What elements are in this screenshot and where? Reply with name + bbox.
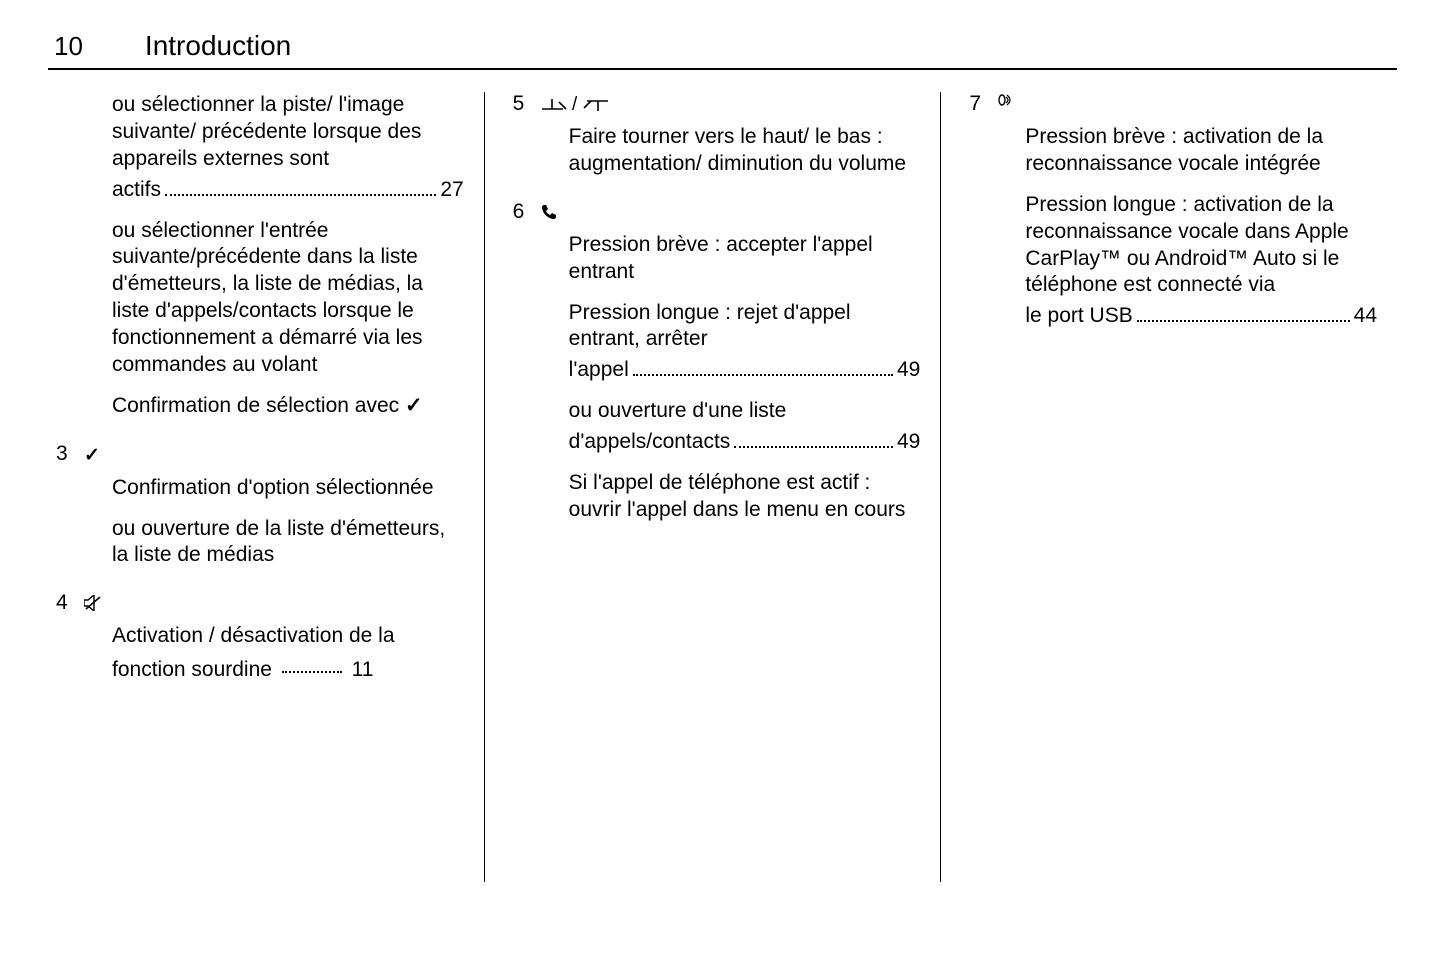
text-paragraph: Pression longue : activation de la recon… xyxy=(1025,192,1377,330)
mute-icon xyxy=(84,591,112,615)
page-ref: 44 xyxy=(1354,303,1377,330)
leader-dots xyxy=(165,173,436,196)
text-paragraph: Activation / désactivation de la fonctio… xyxy=(112,623,464,684)
voice-icon xyxy=(997,92,1025,116)
text-paragraph: Faire tourner vers le haut/ le bas : aug… xyxy=(569,124,921,178)
page-number: 10 xyxy=(54,31,83,62)
leader-dots xyxy=(734,425,893,448)
text-paragraph: Confirmation de sélection avec ✓ xyxy=(112,393,464,420)
page-header: 10 Introduction xyxy=(48,30,1397,70)
icon-separator: / xyxy=(572,94,583,115)
leader-dots xyxy=(633,353,893,376)
leader-dots xyxy=(282,650,342,673)
body-text: ou ouverture d'une liste xyxy=(569,399,787,422)
body-text: Pression longue : activation de la recon… xyxy=(1025,193,1348,297)
item-number: 5 xyxy=(513,92,541,116)
continuation-block: ou sélectionner la piste/ l'image suivan… xyxy=(56,92,464,434)
list-item-7: 7 xyxy=(969,92,1377,116)
text-paragraph: Si l'appel de téléphone est actif : ouvr… xyxy=(569,470,921,524)
body-text: Confirmation de sélection avec xyxy=(112,394,405,417)
list-item-5-body: Faire tourner vers le haut/ le bas : aug… xyxy=(513,124,921,192)
item-number: 7 xyxy=(969,92,997,116)
page-ref: 11 xyxy=(352,658,374,681)
page-ref: 27 xyxy=(440,177,463,204)
text-paragraph: Confirmation d'option sélectionnée xyxy=(112,475,464,502)
page-ref: 49 xyxy=(897,357,920,384)
item-number: 4 xyxy=(56,591,84,615)
leader-text: d'appels/contacts xyxy=(569,429,731,456)
body-text: ou sélectionner la piste/ l'image suivan… xyxy=(112,93,421,170)
list-item-4-body: Activation / désactivation de la fonctio… xyxy=(56,623,464,698)
column-1: ou sélectionner la piste/ l'image suivan… xyxy=(48,92,484,882)
text-paragraph: Pression longue : rejet d'appel entrant,… xyxy=(569,300,921,385)
list-item-6: 6 xyxy=(513,200,921,224)
chapter-title: Introduction xyxy=(145,30,291,62)
column-2: 5 / xyxy=(484,92,941,882)
column-3: 7 Pression brève : activation de la reco… xyxy=(940,92,1397,882)
list-item-3: 3 ✓ xyxy=(56,442,464,467)
list-item-6-body: Pression brève : accepter l'appel entran… xyxy=(513,232,921,538)
content-columns: ou sélectionner la piste/ l'image suivan… xyxy=(48,92,1397,882)
text-paragraph: Pression brève : activation de la reconn… xyxy=(1025,124,1377,178)
text-paragraph: ou sélectionner la piste/ l'image suivan… xyxy=(112,92,464,204)
leader-text: l'appel xyxy=(569,357,629,384)
leader-text: le port USB xyxy=(1025,303,1132,330)
body-text: Pression longue : rejet d'appel entrant,… xyxy=(569,301,851,351)
list-item-4: 4 xyxy=(56,591,464,615)
list-item-3-body: Confirmation d'option sélectionnée ou ou… xyxy=(56,475,464,584)
check-icon: ✓ xyxy=(84,442,112,467)
check-icon: ✓ xyxy=(405,394,423,417)
item-number: 6 xyxy=(513,200,541,224)
leader-text: actifs xyxy=(112,177,161,204)
volume-rocker-icon: / xyxy=(541,92,615,116)
leader-dots xyxy=(1137,299,1350,322)
text-paragraph: ou sélectionner l'entrée suivante/précéd… xyxy=(112,218,464,379)
page-ref: 49 xyxy=(897,429,920,456)
text-paragraph: ou ouverture d'une liste d'appels/contac… xyxy=(569,398,921,456)
text-paragraph: Pression brève : accepter l'appel entran… xyxy=(569,232,921,286)
phone-icon xyxy=(541,200,569,224)
manual-page: 10 Introduction ou sélectionner la piste… xyxy=(0,0,1445,966)
item-number: 3 xyxy=(56,442,84,467)
text-paragraph: ou ouverture de la liste d'émetteurs, la… xyxy=(112,516,464,570)
list-item-7-body: Pression brève : activation de la reconn… xyxy=(969,124,1377,344)
list-item-5: 5 / xyxy=(513,92,921,116)
